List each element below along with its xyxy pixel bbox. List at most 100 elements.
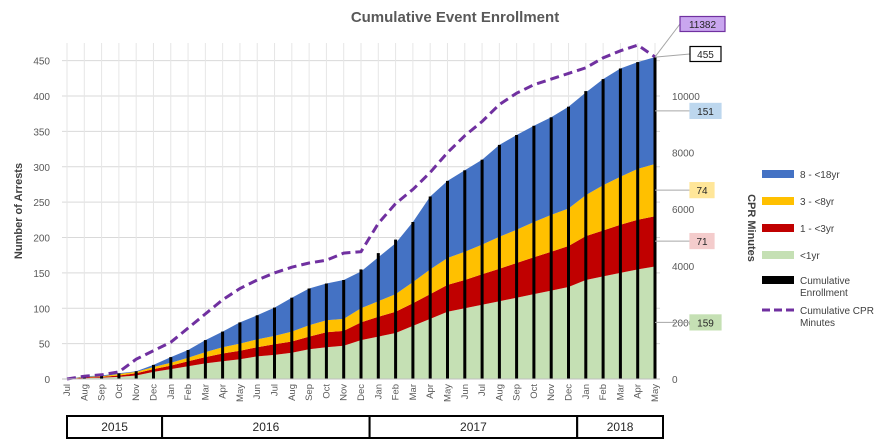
x-tick-label: May [443, 384, 454, 402]
x-tick-label: Feb [391, 384, 402, 400]
year-label: 2018 [607, 420, 634, 434]
y2-tick-label: 4000 [672, 262, 695, 273]
callout-label: 455 [697, 50, 714, 61]
y-tick-label: 0 [44, 375, 50, 386]
y-axis-title: Number of Arrests [13, 163, 25, 259]
y-tick-label: 400 [33, 92, 50, 103]
x-tick-label: Apr [633, 384, 644, 399]
enrollment-bar [463, 170, 467, 379]
enrollment-bar [342, 280, 346, 379]
year-label: 2016 [253, 420, 280, 434]
x-tick-label: Dec [564, 384, 575, 401]
chart-title: Cumulative Event Enrollment [351, 9, 559, 26]
callout-leader [654, 23, 681, 58]
legend-label-line: Minutes [800, 318, 835, 329]
enrollment-bar [238, 322, 242, 379]
enrollment-bar [446, 180, 449, 379]
area-series [67, 57, 655, 379]
year-box [576, 415, 665, 439]
x-tick-label: Sep [512, 384, 523, 401]
value-callouts: 11382 455 151 74 71 159 [654, 15, 726, 331]
enrollment-bar [497, 144, 501, 379]
enrollment-bar [601, 79, 605, 379]
callout-leader [654, 53, 691, 58]
cpr-minutes-line [66, 43, 656, 381]
x-tick-label: Mar [408, 384, 419, 400]
enrollment-bar [618, 68, 622, 379]
y-tick-label: 250 [33, 198, 50, 209]
enrollment-bar [376, 253, 380, 379]
x-tick-label: Jun [460, 384, 471, 399]
callout-label: 159 [697, 318, 714, 329]
legend-swatch [762, 276, 794, 284]
x-tick-label: Sep [97, 384, 108, 401]
enrollment-bar [324, 283, 328, 379]
y-tick-label: 100 [33, 304, 50, 315]
legend-label: 8 - <18yr [800, 170, 840, 181]
enrollment-bar [653, 57, 657, 379]
legend: 8 - <18yr 3 - <8yr 1 - <3yr <1yr Cumulative E… [762, 170, 874, 329]
x-tick-label: Jan [581, 384, 592, 399]
y-tick-label: 450 [33, 57, 50, 68]
callout-box [679, 15, 726, 33]
x-tick-label: Aug [79, 384, 90, 401]
enrollment-bar [532, 125, 536, 379]
x-tick-label: Nov [131, 384, 142, 401]
y2-tick-label: 2000 [672, 318, 695, 329]
callout-label: 151 [697, 107, 714, 118]
enrollment-bar [117, 373, 121, 379]
x-tick-label: Oct [321, 384, 332, 399]
x-tick-label: Mar [615, 384, 626, 400]
x-tick-label: Sep [304, 384, 315, 401]
callout-box [689, 45, 722, 63]
enrollment-bar [584, 91, 588, 379]
enrollment-bar [152, 364, 155, 379]
callout-box [689, 182, 715, 199]
legend-swatch [762, 170, 794, 178]
enrollment-bar [290, 297, 294, 379]
y-tick-label: 150 [33, 269, 50, 280]
x-tick-label: Jan [166, 384, 177, 399]
callout-label: 71 [696, 237, 708, 248]
y-tick-label: 200 [33, 234, 50, 245]
x-tick-label: Aug [287, 384, 298, 401]
enrollment-bar [428, 196, 432, 379]
legend-label-line: Enrollment [800, 288, 848, 299]
callout-label: 74 [696, 186, 708, 197]
enrollment-bar [169, 357, 173, 379]
y2-tick-label: 0 [672, 375, 678, 386]
x-tick-label: Jan [373, 384, 384, 399]
x-tick-label: Aug [494, 384, 505, 401]
y-tick-label: 350 [33, 127, 50, 138]
x-tick-label: Feb [598, 384, 609, 400]
legend-swatch [762, 251, 794, 259]
x-tick-label: May [650, 384, 661, 402]
callout-box [689, 102, 722, 120]
enrollment-bar [255, 315, 259, 379]
enrollment-bar [636, 62, 640, 379]
enrollment-bar [307, 288, 311, 379]
enrollment-bar [549, 117, 553, 380]
callout-label: 11382 [689, 20, 717, 31]
enrollment-bar [203, 340, 207, 379]
year-label: 2017 [460, 420, 487, 434]
axes: 0 50 100 150 200 250 300 350 400 450 0 2000 4000 6000… [33, 57, 700, 402]
y-tick-label: 300 [33, 163, 50, 174]
enrollment-bar [186, 350, 190, 379]
enrollment-bar [480, 159, 484, 379]
legend-label-line: 1 - <3yr [800, 224, 835, 235]
enrollment-bar [411, 222, 415, 379]
callout-box [689, 314, 722, 331]
x-tick-label: Dec [149, 384, 160, 401]
legend-label: Cumulative CPR Minutes [800, 306, 874, 329]
x-tick-label: Jul [477, 384, 488, 396]
x-tick-label: Mar [200, 384, 211, 400]
enrollment-bar [359, 269, 363, 379]
x-tick-label: Jul [270, 384, 281, 396]
legend-label: <1yr [800, 251, 820, 262]
y-tick-label: 50 [39, 340, 51, 351]
y2-tick-label: 6000 [672, 205, 695, 216]
x-tick-label: Jul [62, 384, 73, 396]
x-tick-label: Nov [339, 384, 350, 401]
